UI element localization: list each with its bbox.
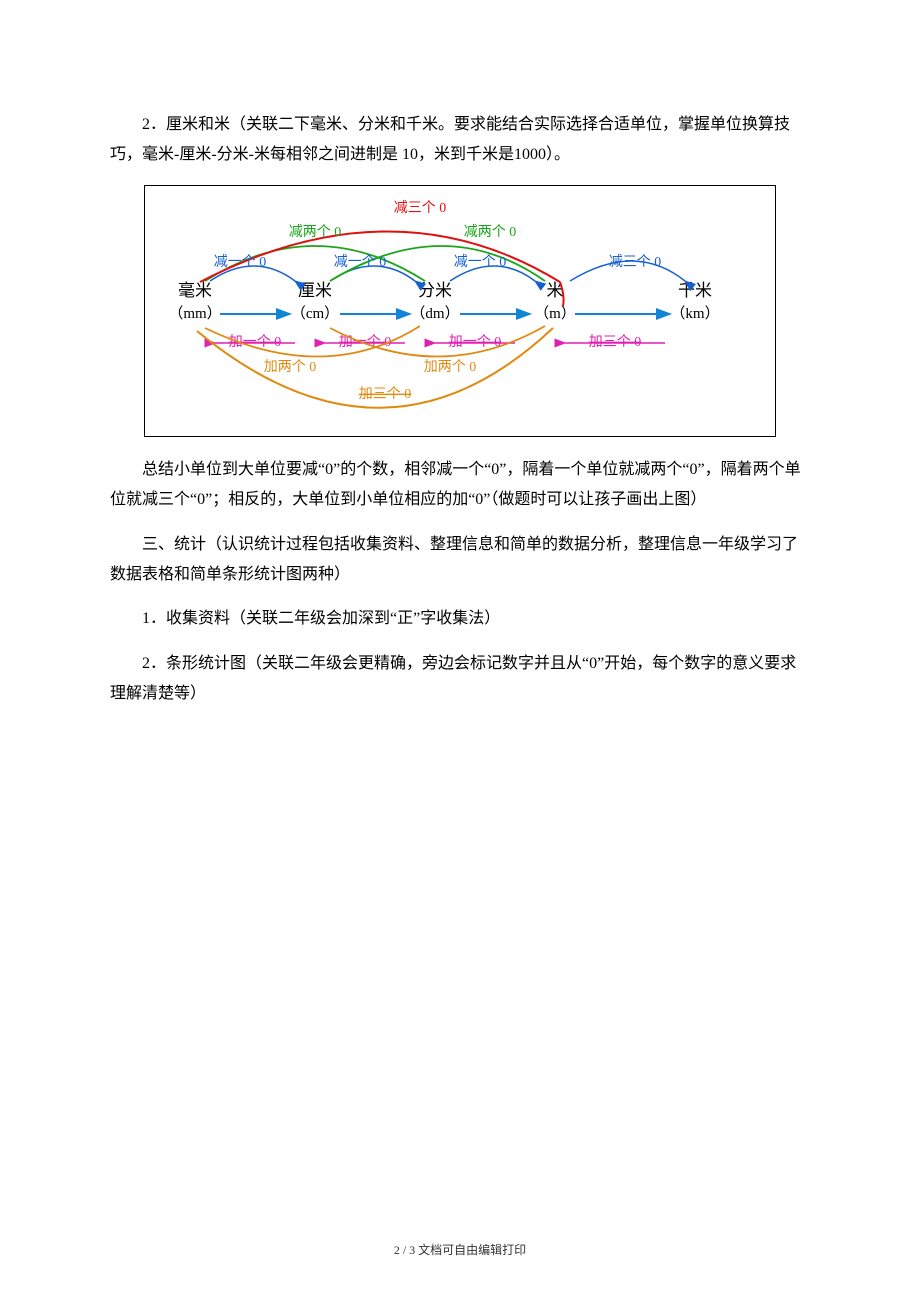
label-blue-4: 减三个 0 — [609, 254, 662, 270]
abbr-cm: （cm） — [291, 305, 339, 322]
label-red: 减三个 0 — [394, 200, 447, 216]
abbr-km: （km） — [670, 305, 719, 322]
paragraph-2: 总结小单位到大单位要减“0”的个数，相邻减一个“0”，隔着一个单位就减两个“0”… — [110, 455, 810, 516]
abbr-m: （m） — [534, 305, 576, 322]
unit-mm: 毫米 — [178, 281, 212, 300]
unit-cm: 厘米 — [298, 281, 332, 300]
label-green-1: 减两个 0 — [289, 224, 342, 240]
label-blue-3: 减一个 0 — [454, 254, 507, 270]
abbr-dm: （dm） — [410, 305, 459, 322]
label-orange-2: 加两个 0 — [424, 359, 477, 375]
unit-conversion-diagram: 毫米 厘米 分米 米 千米 （mm） （cm） （dm） （m） （km） — [144, 185, 776, 437]
label-green-2: 减两个 0 — [464, 224, 517, 240]
page-footer: 2 / 3 文档可自由编辑打印 — [0, 1239, 920, 1262]
label-blue-1: 减一个 0 — [214, 254, 267, 270]
label-orange-1: 加两个 0 — [264, 359, 317, 375]
paragraph-5: 2．条形统计图（关联二年级会更精确，旁边会标记数字并且从“0”开始，每个数字的意… — [110, 649, 810, 710]
label-orange-3: 加三个 0 — [359, 386, 412, 402]
unit-km: 千米 — [678, 281, 712, 300]
page: 2．厘米和米（关联二下毫米、分米和千米。要求能结合实际选择合适单位，掌握单位换算… — [0, 0, 920, 1302]
paragraph-1: 2．厘米和米（关联二下毫米、分米和千米。要求能结合实际选择合适单位，掌握单位换算… — [110, 110, 810, 171]
unit-dm: 分米 — [418, 281, 452, 300]
paragraph-3: 三、统计（认识统计过程包括收集资料、整理信息和简单的数据分析，整理信息一年级学习… — [110, 530, 810, 591]
label-blue-2: 减一个 0 — [334, 254, 387, 270]
abbr-mm: （mm） — [168, 305, 221, 322]
diagram-svg: 毫米 厘米 分米 米 千米 （mm） （cm） （dm） （m） （km） — [145, 186, 775, 436]
label-magenta-4: 加三个 0 — [589, 334, 642, 350]
paragraph-4: 1．收集资料（关联二年级会加深到“正”字收集法） — [110, 604, 810, 634]
